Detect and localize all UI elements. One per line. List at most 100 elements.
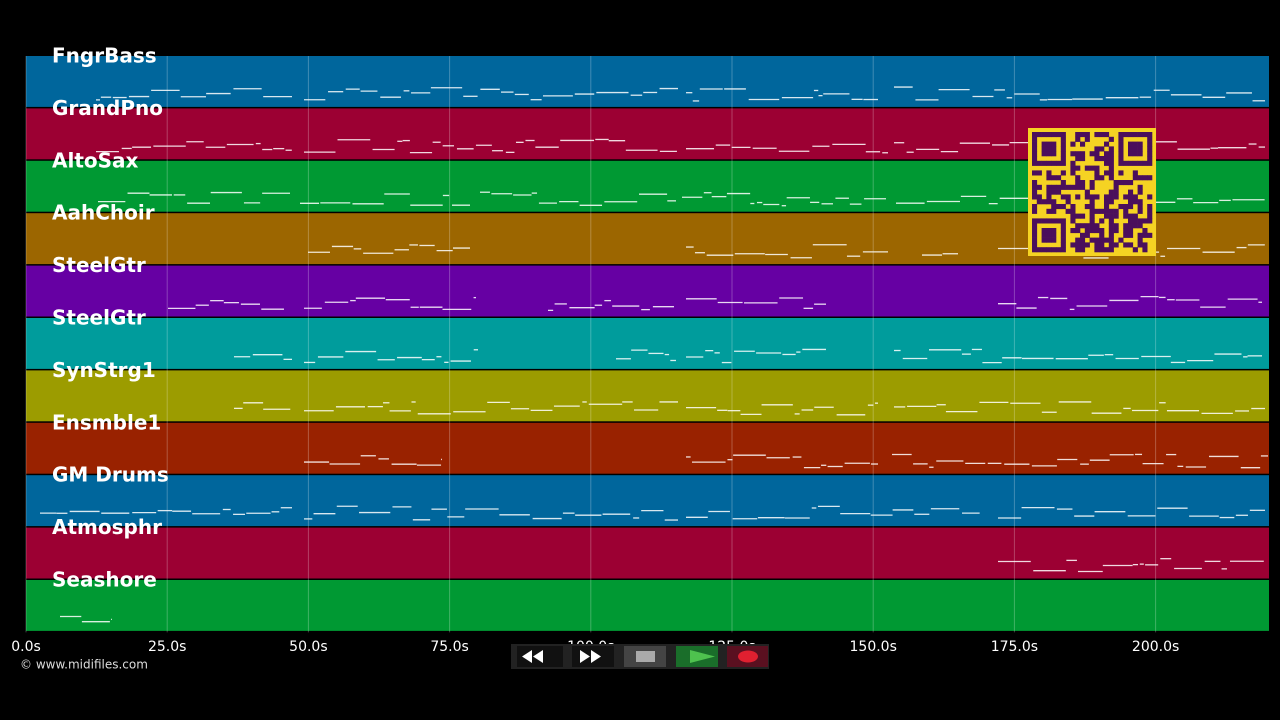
qr-module [1032,136,1038,142]
qr-module [1104,141,1110,147]
qr-module [1108,218,1114,224]
qr-module [1094,132,1100,138]
qr-module [1075,180,1081,186]
tick-label: 25.0s [148,639,186,655]
qr-module [1147,156,1153,162]
qr-module [1118,180,1124,186]
qr-module [1094,194,1100,200]
play-button[interactable] [676,646,718,667]
qr-module [1147,136,1153,142]
qr-module [1075,151,1081,157]
track-lane [26,475,1269,527]
qr-module [1080,151,1086,157]
qr-module [1142,247,1148,253]
qr-module [1113,180,1119,186]
qr-module [1147,151,1153,157]
qr-module [1060,223,1066,229]
qr-module [1118,141,1124,147]
stop-button[interactable] [624,646,666,667]
qr-module [1137,218,1143,224]
track-name: GM Drums [52,463,169,487]
qr-module [1080,237,1086,243]
qr-module [1118,237,1124,243]
qr-module [1046,208,1052,214]
qr-module [1089,223,1095,229]
qr-module [1104,194,1110,200]
qr-module [1137,242,1143,248]
qr-module [1046,184,1052,190]
qr-module [1104,170,1110,176]
qr-module [1075,213,1081,219]
fast-forward-button[interactable] [572,646,614,667]
tick-label: 50.0s [289,639,327,655]
qr-module [1137,160,1143,166]
qr-module [1142,232,1148,238]
qr-module [1060,242,1066,248]
qr-module [1075,194,1081,200]
qr-module [1128,160,1134,166]
qr-module [1084,232,1090,238]
qr-module [1060,228,1066,234]
qr-module [1041,228,1047,234]
qr-module [1104,237,1110,243]
qr-module [1104,151,1110,157]
qr-module [1051,146,1057,152]
qr-module [1132,213,1138,219]
track-lane [26,370,1269,422]
qr-module [1128,232,1134,238]
qr-module [1046,146,1052,152]
qr-module [1046,247,1052,253]
qr-module [1118,204,1124,210]
qr-module [1089,204,1095,210]
qr-module [1051,184,1057,190]
qr-module [1032,237,1038,243]
qr-module [1147,232,1153,238]
qr-module [1075,184,1081,190]
qr-module [1060,151,1066,157]
qr-module [1137,199,1143,205]
record-button[interactable] [727,646,768,667]
qr-module [1132,146,1138,152]
qr-module [1041,237,1047,243]
qr-module [1041,132,1047,138]
qr-module [1051,132,1057,138]
qr-module [1123,228,1129,234]
qr-module [1070,160,1076,166]
qr-module [1108,156,1114,162]
qr-module [1075,242,1081,248]
rewind-button[interactable] [517,646,563,667]
tick-label: 0.0s [11,639,41,655]
qr-module [1132,223,1138,229]
qr-module [1089,151,1095,157]
qr-module [1128,141,1134,147]
qr-module [1142,242,1148,248]
qr-module [1060,247,1066,253]
qr-module [1070,242,1076,248]
qr-module [1060,146,1066,152]
track-name: SteelGtr [52,306,146,330]
qr-module [1128,223,1134,229]
qr-module [1104,156,1110,162]
qr-module [1089,208,1095,214]
qr-module [1075,156,1081,162]
qr-module [1132,151,1138,157]
qr-code [1028,128,1156,256]
qr-module [1075,228,1081,234]
track-lane [26,422,1269,474]
qr-module [1123,180,1129,186]
qr-module [1051,175,1057,181]
track-lane [26,318,1269,369]
qr-module [1123,208,1129,214]
qr-module [1099,146,1105,152]
qr-module [1084,228,1090,234]
qr-module [1056,175,1062,181]
qr-module [1046,160,1052,166]
qr-module [1051,208,1057,214]
qr-module [1080,180,1086,186]
track-name: SteelGtr [52,253,146,277]
qr-module [1094,247,1100,253]
qr-module [1147,160,1153,166]
qr-module [1137,175,1143,181]
qr-module [1075,175,1081,181]
qr-module [1099,156,1105,162]
